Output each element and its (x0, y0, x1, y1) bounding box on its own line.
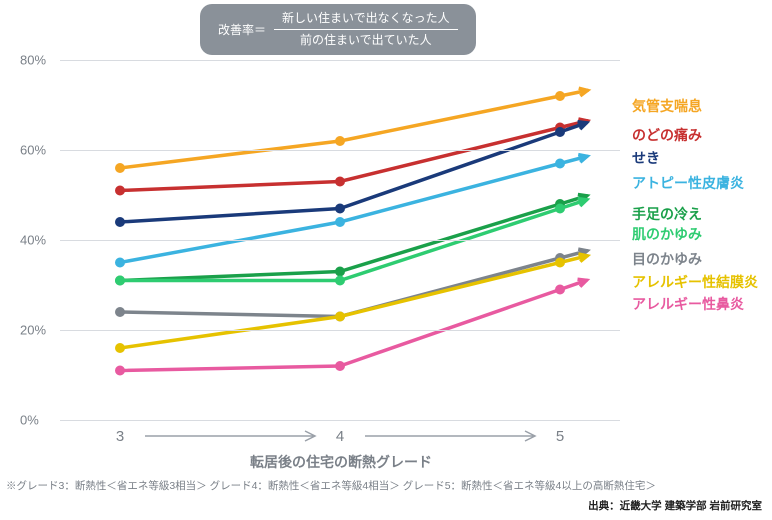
series-line (120, 90, 587, 168)
series-marker (555, 204, 565, 214)
series-marker (555, 285, 565, 295)
gridline (60, 420, 620, 421)
series-marker (335, 217, 345, 227)
series-line (120, 156, 587, 262)
series-marker (115, 258, 125, 268)
gridline (60, 60, 620, 61)
series-marker (335, 276, 345, 286)
series-marker (115, 343, 125, 353)
series-marker (335, 267, 345, 277)
series-marker (555, 127, 565, 137)
series-label: 目のかゆみ (632, 249, 702, 269)
series-label: 気管支喘息 (632, 96, 702, 116)
source-citation: 出典：近畿大学 建築学部 岩前研究室 (588, 498, 762, 513)
gridline (60, 150, 620, 151)
series-marker (115, 186, 125, 196)
series-marker (335, 361, 345, 371)
y-tick-label: 20% (20, 323, 46, 338)
x-axis-arrow (365, 431, 535, 441)
x-tick-label: 5 (556, 428, 564, 445)
series-line (120, 121, 587, 191)
series-marker (115, 276, 125, 286)
x-tick-label: 3 (116, 428, 124, 445)
series-marker (115, 163, 125, 173)
x-tick-label: 4 (336, 428, 344, 445)
series-marker (115, 217, 125, 227)
series-label: のどの痛み (632, 125, 702, 145)
x-axis-title: 転居後の住宅の断熱グレード (250, 452, 432, 472)
series-marker (555, 91, 565, 101)
gridline (60, 240, 620, 241)
series-label: アレルギー性鼻炎 (632, 294, 744, 314)
series-marker (335, 312, 345, 322)
series-marker (335, 204, 345, 214)
series-label: アレルギー性結膜炎 (632, 272, 758, 292)
series-label: 肌のかゆみ (632, 224, 702, 244)
gridline (60, 330, 620, 331)
footnote: ※グレード3：断熱性＜省エネ等級3相当＞ グレード4：断熱性＜省エネ等級4相当＞… (6, 478, 656, 493)
series-marker (115, 307, 125, 317)
y-tick-label: 40% (20, 233, 46, 248)
series-marker (555, 258, 565, 268)
series-label: せき (632, 148, 660, 168)
series-marker (555, 159, 565, 169)
y-tick-label: 60% (20, 143, 46, 158)
series-marker (335, 177, 345, 187)
x-axis-arrow (145, 431, 315, 441)
series-label: アトピー性皮膚炎 (632, 173, 744, 193)
y-tick-label: 80% (20, 53, 46, 68)
series-marker (115, 366, 125, 376)
chart-wrapper: 改善率＝ 新しい住まいで出なくなった人 前の住まいで出ていた人 0%20%40%… (0, 0, 772, 520)
series-line (120, 280, 586, 370)
series-line (120, 251, 587, 317)
series-label: 手足の冷え (632, 204, 702, 224)
series-marker (335, 136, 345, 146)
y-tick-label: 0% (20, 413, 39, 428)
